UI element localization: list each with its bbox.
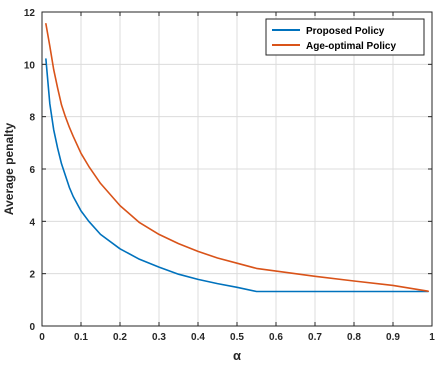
x-tick-label: 0.6 [269, 332, 283, 343]
y-tick-label: 2 [29, 270, 35, 281]
x-tick-label: 0.3 [152, 332, 166, 343]
series-line-age-optimal-policy [45, 22, 429, 293]
x-tick-label: 0.5 [230, 332, 244, 343]
y-axis-label: Average penalty [2, 123, 16, 216]
legend-label-age-optimal-policy: Age-optimal Policy [306, 41, 396, 52]
x-tick-label: 0.7 [308, 332, 322, 343]
series-line-proposed-policy [45, 58, 429, 293]
x-axis-label: α [233, 348, 241, 363]
x-tick-label: 0.2 [113, 332, 127, 343]
y-tick-label: 10 [24, 60, 36, 71]
x-tick-label: 0.4 [191, 332, 205, 343]
legend: Proposed Policy Age-optimal Policy [265, 18, 425, 56]
series-lines [45, 22, 429, 293]
x-tick-label: 1 [429, 332, 435, 343]
x-tick-label: 0 [39, 332, 45, 343]
grid-lines [42, 12, 432, 326]
legend-box [265, 18, 425, 56]
y-tick-label: 6 [29, 165, 35, 176]
x-tick-label: 0.8 [347, 332, 361, 343]
y-tick-label: 0 [29, 322, 35, 333]
y-tick-label: 12 [24, 8, 36, 19]
x-tick-label: 0.9 [386, 332, 400, 343]
x-tick-label: 0.1 [74, 332, 88, 343]
y-tick-label: 8 [29, 113, 35, 124]
y-tick-label: 4 [29, 217, 35, 228]
legend-label-proposed-policy: Proposed Policy [306, 26, 385, 37]
